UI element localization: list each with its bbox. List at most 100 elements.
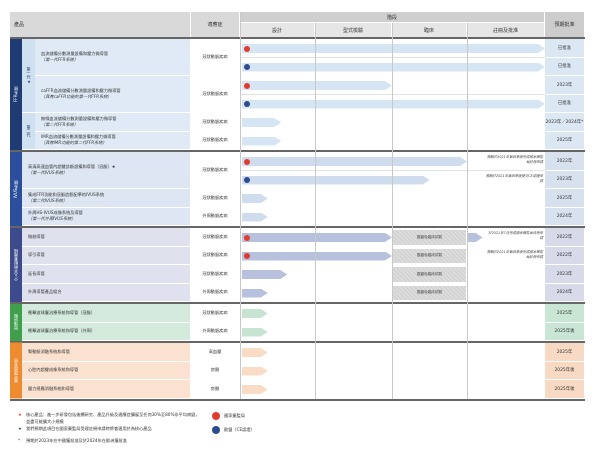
stage-column-line <box>315 23 316 399</box>
expected-approval: 2025年後 <box>545 361 584 379</box>
product-subtitle: （第一代FFR系統） <box>41 57 79 62</box>
ce-legend-icon <box>212 425 220 434</box>
row-divider <box>22 360 584 362</box>
product-name: 高清高速血管內超聲診斷設備和導管（冠脈）★ <box>28 164 116 169</box>
product-cell: 衝擊波球囊治療系統和導管（冠脈） <box>22 304 190 322</box>
group-label: 介入手術配套器械 <box>10 228 22 302</box>
subgroup-label: 第二代 <box>22 113 35 149</box>
product-name-wrap: 血流儲備分數測量設備和壓力微導管 （第一代FFR系統） <box>41 51 108 63</box>
clinical-exempt-label: 獲豁免臨床試驗 <box>393 267 466 282</box>
product-cell: 導引導管 <box>22 246 190 264</box>
expected-approval: 2022年 <box>545 228 584 246</box>
nmpa-marker-icon <box>244 82 250 89</box>
product-cell: 微創導管 <box>22 228 190 246</box>
subgroup-label: 第一代★ <box>22 39 35 112</box>
asterisk-note: 預期於2023年在中國獲批准及於2024年在歐洲獲批准 <box>26 437 127 443</box>
row-divider <box>22 206 584 208</box>
product-name-wrap: 腎動脈消融系統和導管 <box>28 349 70 355</box>
product-name: 延長導管 <box>28 270 45 276</box>
stage-note: 預期於2021年第四季度完成國家藥監局註冊申請 <box>486 155 543 164</box>
product-subtitle: （第二代FFR系統） <box>41 121 79 127</box>
nmpa-marker-icon <box>244 45 250 52</box>
row-divider <box>22 397 584 399</box>
progress-bar <box>242 213 268 222</box>
product-cell: caFFR血流儲備分數測量設備和壓力微導管 （具有caFFR功能的第一代FFR系統… <box>35 76 190 112</box>
indication: 冠狀動脈疾病 <box>202 118 228 124</box>
product-name-wrap: 衝擊波球囊治療系統和導管（冠脈） <box>28 310 95 316</box>
product-name-wrap: 心腔內超聲成像系統和導管 <box>28 367 78 373</box>
product-subtitle: （第一代IVUS系統） <box>28 170 68 175</box>
progress-bar <box>242 233 392 242</box>
expected-approval: 已批准 <box>545 39 584 57</box>
progress-bar <box>242 309 268 318</box>
product-name: 外周HS-IVUS成像系統及導管 <box>28 210 83 216</box>
header-indication: 適應症 <box>191 12 239 37</box>
row-divider <box>35 130 584 132</box>
indication: 冠狀動脈疾病 <box>202 233 228 239</box>
group-divider <box>10 341 585 343</box>
stage-column-line <box>392 23 393 399</box>
progress-bar <box>242 100 545 109</box>
progress-bar <box>242 137 281 146</box>
ce-legend-label: 歐盟（CE認證） <box>224 426 255 432</box>
product-name-wrap: 無線血流儲備分數測量設備和壓力微導管 （第二代FFR系統） <box>41 116 116 128</box>
row-divider <box>22 301 584 302</box>
expected-approval: 2025年後 <box>545 380 584 398</box>
expected-approval: 2025年 <box>545 189 584 207</box>
product-name-wrap: 外周導管產品組合 <box>28 289 62 295</box>
progress-bar <box>242 348 268 357</box>
expected-approval: 2025年 <box>545 343 584 361</box>
product-cell: 腎動脈消融系統和導管 <box>22 343 190 361</box>
progress-bar <box>242 289 268 298</box>
nmpa-marker-icon <box>244 234 250 241</box>
clinical-exempt-label: 獲豁免臨床試驗 <box>393 248 466 263</box>
nmpa-legend-label: 國家藥監局 <box>224 412 245 418</box>
product-name: 微創導管 <box>28 233 45 239</box>
indication: 冠狀動脈疾病 <box>202 137 228 143</box>
product-name-wrap: 集成FFR功能和冠脈造影配準的IVUS系統 （第二代IVUS系統） <box>28 192 104 204</box>
product-name-wrap: 延長導管 <box>28 271 45 277</box>
product-cell: 心腔內超聲成像系統和導管 <box>22 361 190 379</box>
row-divider <box>22 245 584 247</box>
indication: 冠狀動脈疾病 <box>202 309 228 315</box>
indication: 冠狀動脈疾病 <box>202 167 228 172</box>
indication: 房顫 <box>210 385 220 391</box>
expected-approval: 2023年 <box>545 76 584 94</box>
product-subtitle: （第二代IVUS系統） <box>28 197 68 203</box>
header-expected: 預期批准 <box>545 12 584 37</box>
expected-approval: 2024年 <box>545 283 584 301</box>
clinical-exempt-label: 獲豁免臨床試驗 <box>393 230 466 245</box>
ce-marker-icon <box>244 177 250 183</box>
core-product-note: 核心產品：進一步研發包括後續研究、產品升級及適應症擴展至任何30%至80%非平均… <box>26 411 200 424</box>
row-divider <box>22 379 584 380</box>
core-product-star-icon: ★ <box>18 411 22 417</box>
group-label: FFR系統 <box>10 39 22 150</box>
row-divider <box>22 321 584 323</box>
product-cell: IMR血流儲備分數測量設備和壓力微導管 （具有IMR功能的第二代FFR系統） <box>35 131 190 149</box>
product-cell: 壓力感應消融系統和導管 <box>22 380 190 398</box>
product-cell: 延長導管 <box>22 265 190 283</box>
product-name-wrap: 微創導管 <box>28 234 45 240</box>
progress-bar <box>242 81 392 90</box>
product-name: 心腔內超聲成像系統和導管 <box>28 367 79 373</box>
row-divider <box>22 188 584 189</box>
product-name: 腎動脈消融系統和導管 <box>28 348 70 354</box>
group-divider <box>10 302 585 304</box>
star-note: 我們預期此項目在國家藥監局受理註冊申請時將會適用於為核心產品 <box>26 425 152 431</box>
row-divider <box>22 264 584 265</box>
group-label: IVUS系統 <box>10 152 22 226</box>
row-divider <box>35 75 584 76</box>
product-name: 集成FFR功能和冠脈造影配準的IVUS系統 <box>28 191 105 197</box>
product-cell: 外周HS-IVUS成像系統及導管 （第一代外周IVUS系統） <box>22 207 190 225</box>
product-name: 血流儲備分數測量設備和壓力微導管 <box>41 51 109 56</box>
progress-bar <box>242 385 268 394</box>
product-cell: 無線血流儲備分數測量設備和壓力微導管 （第二代FFR系統） <box>35 113 190 131</box>
progress-bar <box>242 328 268 337</box>
group-label: 電生理與其他 <box>10 343 22 399</box>
indication: 冠狀動脈疾病 <box>202 194 228 200</box>
header-stage-2: 臨床 <box>392 23 466 37</box>
progress-bar <box>242 270 287 279</box>
expected-approval: 2025年 <box>545 304 584 322</box>
row-divider <box>35 149 584 150</box>
expected-approval: 已批准 <box>545 57 584 75</box>
